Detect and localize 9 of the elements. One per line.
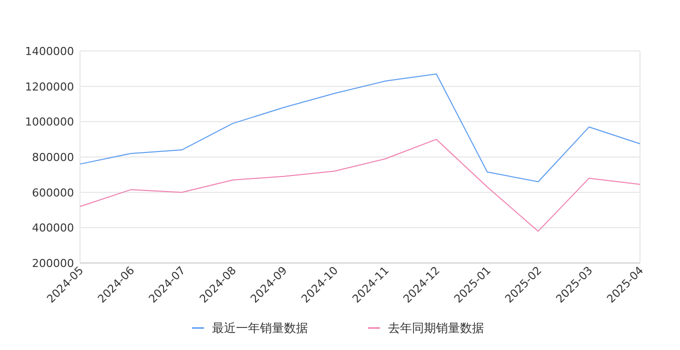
y-tick-label: 600000 (32, 186, 74, 200)
legend-label: 去年同期销量数据 (388, 321, 484, 335)
y-tick-label: 1200000 (25, 80, 74, 94)
y-tick-label: 1000000 (25, 116, 74, 129)
legend-label: 最近一年销量数据 (212, 321, 308, 335)
y-tick-label: 200000 (32, 257, 74, 270)
y-tick-label: 400000 (32, 222, 74, 235)
y-tick-label: 1400000 (25, 45, 74, 58)
y-tick-label: 800000 (32, 151, 74, 164)
